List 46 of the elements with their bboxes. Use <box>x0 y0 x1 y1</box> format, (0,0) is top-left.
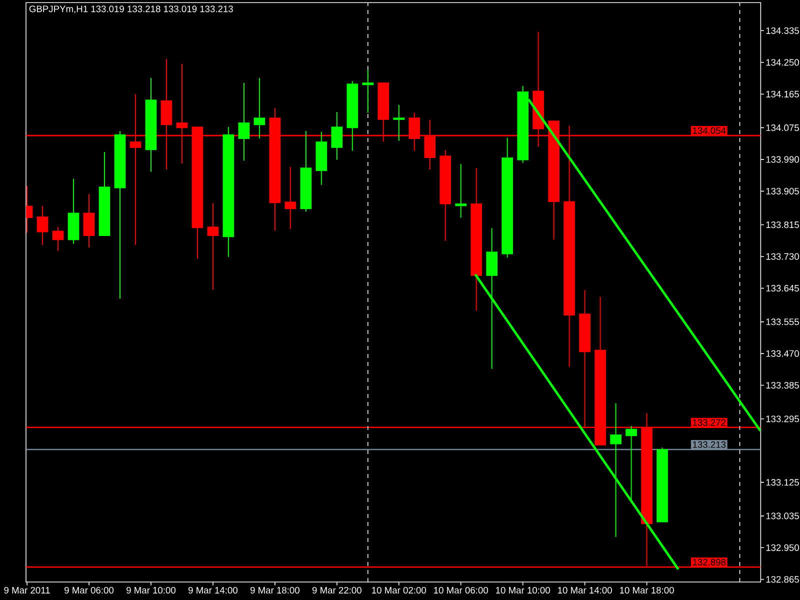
y-tick-label: 133.295 <box>766 416 799 422</box>
candlestick <box>393 104 405 142</box>
y-tick-label: 133.470 <box>766 350 799 357</box>
x-tick-label: 10 Mar 02:00 <box>372 586 426 594</box>
x-tick-label: 9 Mar 14:00 <box>188 586 238 594</box>
x-tick-label: 10 Mar 14:00 <box>558 586 612 594</box>
x-tick-label: 9 Mar 06:00 <box>64 586 114 594</box>
x-tick-label: 9 Mar 10:00 <box>126 586 176 594</box>
candlestick <box>83 194 95 248</box>
candlestick <box>207 202 219 290</box>
y-tick-label: 133.990 <box>766 156 799 163</box>
y-tick-label: 133.125 <box>766 479 799 486</box>
candlestick <box>362 69 374 114</box>
candlestick <box>610 402 622 538</box>
x-tick-label: 10 Mar 10:00 <box>496 586 550 594</box>
candlestick <box>36 206 48 246</box>
candlestick <box>254 78 266 140</box>
y-tick-label: 133.730 <box>766 253 799 260</box>
x-tick-label: 10 Mar 06:00 <box>434 586 488 594</box>
candlestick <box>238 82 250 162</box>
ref-line-label: 132.898 <box>692 558 726 566</box>
x-tick-label: 9 Mar 2011 <box>4 586 50 594</box>
candlestick <box>331 112 343 160</box>
candlestick <box>52 226 64 252</box>
y-tick-label: 133.385 <box>766 382 799 389</box>
y-tick-label: 133.645 <box>766 284 799 292</box>
y-tick-label: 132.950 <box>766 544 799 551</box>
chart-title: GBPJPYm,H1 133.019 133.218 133.019 133.213 <box>29 6 233 14</box>
candlestick <box>626 425 637 501</box>
ref-line-label: 134.054 <box>692 127 726 134</box>
x-tick-label: 9 Mar 22:00 <box>312 586 362 594</box>
ref-line-label: 133.213 <box>692 441 726 448</box>
x-tick-label: 10 Mar 18:00 <box>620 586 674 594</box>
y-tick-label: 133.815 <box>766 221 799 228</box>
y-tick-label: 134.335 <box>766 27 799 34</box>
ref-line-label: 133.272 <box>692 419 726 426</box>
y-tick-label: 134.075 <box>766 124 799 132</box>
y-tick-label: 132.865 <box>766 576 799 583</box>
candlestick <box>455 163 467 218</box>
candlestick <box>284 166 296 230</box>
y-tick-label: 133.035 <box>766 512 799 520</box>
y-tick-label: 134.165 <box>766 90 799 98</box>
y-tick-label: 133.905 <box>766 188 799 194</box>
x-tick-label: 9 Mar 18:00 <box>250 586 300 594</box>
y-tick-label: 134.250 <box>766 59 799 66</box>
y-tick-label: 133.555 <box>766 318 799 326</box>
